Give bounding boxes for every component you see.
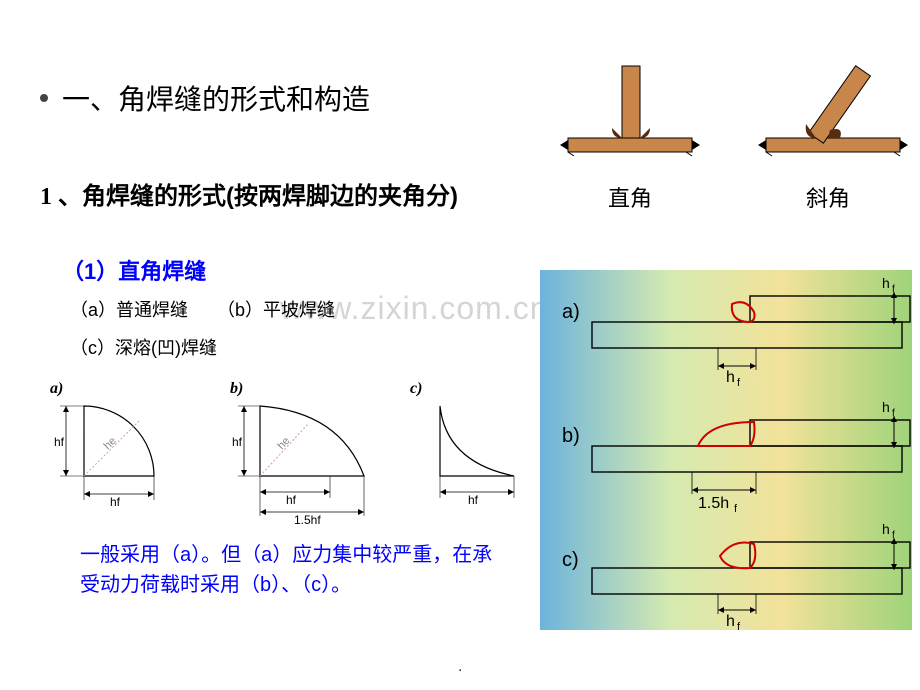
svg-text:hf: hf — [54, 435, 65, 449]
diagram-label: 直角 — [560, 181, 700, 213]
option-c: （c）深熔(凹)焊缝 — [70, 334, 217, 360]
diagram-label: 斜角 — [758, 181, 898, 213]
svg-text:h: h — [882, 521, 890, 537]
svg-text:b): b) — [562, 425, 580, 447]
main-title-row: 一、角焊缝的形式和构造 — [40, 78, 370, 118]
diagram-id: b) — [230, 380, 370, 398]
right-cross-section-panel: a) hf hf b) 1.5hf hf c) — [540, 270, 912, 630]
top-diagram-oblique: 斜角 — [758, 60, 898, 213]
small-diagram-b: b) he hf hf 1.5hf — [230, 380, 370, 537]
subtitle-text: 、角焊缝的形式(按两焊脚边的夹角分) — [58, 183, 458, 210]
page-dot: . — [458, 658, 462, 676]
small-diagram-row: a) he hf hf b) — [50, 380, 550, 537]
svg-text:f: f — [892, 284, 895, 295]
svg-text:f: f — [892, 530, 895, 541]
option-b: （b）平坡焊缝 — [217, 300, 335, 320]
svg-text:hf: hf — [468, 493, 479, 507]
t-joint-icon — [560, 60, 700, 170]
top-diagram-row: 直角 斜角 — [560, 60, 898, 213]
options-row-1: （a）普通焊缝 （b）平坡焊缝 — [70, 296, 359, 322]
oblique-joint-icon — [758, 60, 908, 170]
svg-text:h: h — [726, 369, 735, 386]
diagram-id: c) — [410, 380, 550, 398]
svg-text:hf: hf — [286, 493, 297, 507]
subtitle-num: 1 — [40, 184, 52, 210]
svg-text:hf: hf — [232, 435, 243, 449]
diagram-id: a) — [50, 380, 190, 398]
svg-text:1.5hf: 1.5hf — [294, 513, 321, 527]
svg-text:c): c) — [562, 549, 579, 571]
subtitle: 1、角焊缝的形式(按两焊脚边的夹角分) — [40, 176, 458, 211]
note-text: 一般采用（a）。但（a）应力集中较严重，在承受动力荷载时采用（b）、（c）。 — [80, 540, 500, 600]
svg-text:hf: hf — [110, 495, 121, 509]
option-a: （a）普通焊缝 — [70, 300, 188, 320]
svg-text:he: he — [102, 435, 119, 452]
svg-text:h: h — [726, 613, 735, 630]
svg-text:a): a) — [562, 301, 580, 323]
main-title: 一、角焊缝的形式和构造 — [62, 78, 370, 118]
bullet-icon — [40, 94, 48, 102]
svg-text:f: f — [892, 408, 895, 419]
small-diagram-a: a) he hf hf — [50, 380, 190, 537]
section-1-heading: （1）直角焊缝 — [62, 254, 206, 286]
svg-text:h: h — [882, 399, 890, 415]
svg-text:h: h — [882, 275, 890, 291]
small-diagram-c: c) hf — [410, 380, 550, 537]
svg-text:he: he — [275, 435, 292, 452]
top-diagram-right-angle: 直角 — [560, 60, 700, 213]
svg-text:1.5h: 1.5h — [698, 495, 729, 512]
